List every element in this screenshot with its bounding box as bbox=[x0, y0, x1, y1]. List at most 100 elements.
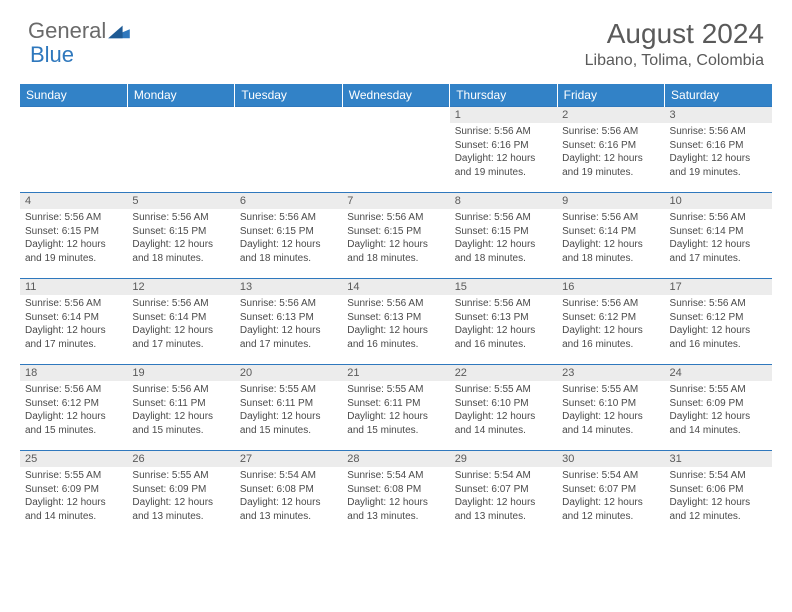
day-details: Sunrise: 5:56 AMSunset: 6:11 PMDaylight:… bbox=[127, 381, 234, 439]
day-number: 2 bbox=[557, 107, 664, 123]
day-number: 19 bbox=[127, 365, 234, 381]
day-number: 24 bbox=[665, 365, 772, 381]
day-details: Sunrise: 5:54 AMSunset: 6:08 PMDaylight:… bbox=[342, 467, 449, 525]
day-details: Sunrise: 5:56 AMSunset: 6:13 PMDaylight:… bbox=[235, 295, 342, 353]
day-details: Sunrise: 5:56 AMSunset: 6:16 PMDaylight:… bbox=[557, 123, 664, 181]
day-number: 7 bbox=[342, 193, 449, 209]
calendar-day-cell: 14Sunrise: 5:56 AMSunset: 6:13 PMDayligh… bbox=[342, 279, 449, 365]
calendar-day-cell: 1Sunrise: 5:56 AMSunset: 6:16 PMDaylight… bbox=[450, 107, 557, 193]
page-header: General August 2024 Libano, Tolima, Colo… bbox=[0, 0, 792, 78]
day-number: 6 bbox=[235, 193, 342, 209]
day-details: Sunrise: 5:55 AMSunset: 6:10 PMDaylight:… bbox=[450, 381, 557, 439]
day-details: Sunrise: 5:56 AMSunset: 6:14 PMDaylight:… bbox=[557, 209, 664, 267]
weekday-header: Friday bbox=[557, 84, 664, 107]
calendar-table: Sunday Monday Tuesday Wednesday Thursday… bbox=[20, 84, 772, 537]
day-number: 30 bbox=[557, 451, 664, 467]
calendar-day-cell: 28Sunrise: 5:54 AMSunset: 6:08 PMDayligh… bbox=[342, 451, 449, 537]
day-details: Sunrise: 5:54 AMSunset: 6:07 PMDaylight:… bbox=[557, 467, 664, 525]
day-details: Sunrise: 5:56 AMSunset: 6:16 PMDaylight:… bbox=[450, 123, 557, 181]
day-number: 27 bbox=[235, 451, 342, 467]
day-number: 1 bbox=[450, 107, 557, 123]
day-details: Sunrise: 5:56 AMSunset: 6:12 PMDaylight:… bbox=[557, 295, 664, 353]
day-details: Sunrise: 5:56 AMSunset: 6:14 PMDaylight:… bbox=[20, 295, 127, 353]
day-details: Sunrise: 5:54 AMSunset: 6:08 PMDaylight:… bbox=[235, 467, 342, 525]
day-number: 25 bbox=[20, 451, 127, 467]
day-number: 13 bbox=[235, 279, 342, 295]
day-number: 16 bbox=[557, 279, 664, 295]
day-details: Sunrise: 5:56 AMSunset: 6:15 PMDaylight:… bbox=[20, 209, 127, 267]
day-number: 22 bbox=[450, 365, 557, 381]
day-number: 8 bbox=[450, 193, 557, 209]
calendar-day-cell: 9Sunrise: 5:56 AMSunset: 6:14 PMDaylight… bbox=[557, 193, 664, 279]
day-details: Sunrise: 5:56 AMSunset: 6:14 PMDaylight:… bbox=[127, 295, 234, 353]
calendar-day-cell: 13Sunrise: 5:56 AMSunset: 6:13 PMDayligh… bbox=[235, 279, 342, 365]
calendar-week-row: 11Sunrise: 5:56 AMSunset: 6:14 PMDayligh… bbox=[20, 279, 772, 365]
calendar-day-cell bbox=[235, 107, 342, 193]
calendar-day-cell: 22Sunrise: 5:55 AMSunset: 6:10 PMDayligh… bbox=[450, 365, 557, 451]
day-number: 9 bbox=[557, 193, 664, 209]
calendar-day-cell: 18Sunrise: 5:56 AMSunset: 6:12 PMDayligh… bbox=[20, 365, 127, 451]
calendar-day-cell: 4Sunrise: 5:56 AMSunset: 6:15 PMDaylight… bbox=[20, 193, 127, 279]
calendar-day-cell: 21Sunrise: 5:55 AMSunset: 6:11 PMDayligh… bbox=[342, 365, 449, 451]
weekday-header: Tuesday bbox=[235, 84, 342, 107]
day-details: Sunrise: 5:56 AMSunset: 6:14 PMDaylight:… bbox=[665, 209, 772, 267]
day-details: Sunrise: 5:56 AMSunset: 6:15 PMDaylight:… bbox=[235, 209, 342, 267]
calendar-day-cell: 20Sunrise: 5:55 AMSunset: 6:11 PMDayligh… bbox=[235, 365, 342, 451]
day-details: Sunrise: 5:55 AMSunset: 6:09 PMDaylight:… bbox=[20, 467, 127, 525]
brand-mark-icon bbox=[108, 22, 130, 40]
calendar-day-cell bbox=[127, 107, 234, 193]
day-number: 28 bbox=[342, 451, 449, 467]
calendar-day-cell: 12Sunrise: 5:56 AMSunset: 6:14 PMDayligh… bbox=[127, 279, 234, 365]
weekday-header: Monday bbox=[127, 84, 234, 107]
day-details: Sunrise: 5:55 AMSunset: 6:11 PMDaylight:… bbox=[342, 381, 449, 439]
calendar-day-cell: 23Sunrise: 5:55 AMSunset: 6:10 PMDayligh… bbox=[557, 365, 664, 451]
day-number: 12 bbox=[127, 279, 234, 295]
calendar-day-cell: 25Sunrise: 5:55 AMSunset: 6:09 PMDayligh… bbox=[20, 451, 127, 537]
day-details: Sunrise: 5:56 AMSunset: 6:12 PMDaylight:… bbox=[665, 295, 772, 353]
month-title: August 2024 bbox=[585, 18, 764, 50]
day-number: 15 bbox=[450, 279, 557, 295]
day-details: Sunrise: 5:55 AMSunset: 6:11 PMDaylight:… bbox=[235, 381, 342, 439]
calendar-day-cell bbox=[342, 107, 449, 193]
calendar-day-cell: 3Sunrise: 5:56 AMSunset: 6:16 PMDaylight… bbox=[665, 107, 772, 193]
calendar-day-cell: 5Sunrise: 5:56 AMSunset: 6:15 PMDaylight… bbox=[127, 193, 234, 279]
day-number: 17 bbox=[665, 279, 772, 295]
day-details: Sunrise: 5:54 AMSunset: 6:07 PMDaylight:… bbox=[450, 467, 557, 525]
day-number: 18 bbox=[20, 365, 127, 381]
weekday-header-row: Sunday Monday Tuesday Wednesday Thursday… bbox=[20, 84, 772, 107]
calendar-day-cell: 8Sunrise: 5:56 AMSunset: 6:15 PMDaylight… bbox=[450, 193, 557, 279]
day-number: 11 bbox=[20, 279, 127, 295]
day-details: Sunrise: 5:56 AMSunset: 6:16 PMDaylight:… bbox=[665, 123, 772, 181]
day-number: 3 bbox=[665, 107, 772, 123]
day-number: 20 bbox=[235, 365, 342, 381]
weekday-header: Wednesday bbox=[342, 84, 449, 107]
day-number: 31 bbox=[665, 451, 772, 467]
day-details: Sunrise: 5:56 AMSunset: 6:15 PMDaylight:… bbox=[450, 209, 557, 267]
day-number: 21 bbox=[342, 365, 449, 381]
day-details: Sunrise: 5:56 AMSunset: 6:12 PMDaylight:… bbox=[20, 381, 127, 439]
day-number: 26 bbox=[127, 451, 234, 467]
calendar-week-row: 1Sunrise: 5:56 AMSunset: 6:16 PMDaylight… bbox=[20, 107, 772, 193]
calendar-day-cell: 2Sunrise: 5:56 AMSunset: 6:16 PMDaylight… bbox=[557, 107, 664, 193]
day-details: Sunrise: 5:55 AMSunset: 6:10 PMDaylight:… bbox=[557, 381, 664, 439]
brand-word-2: Blue bbox=[30, 42, 74, 67]
day-details: Sunrise: 5:56 AMSunset: 6:13 PMDaylight:… bbox=[450, 295, 557, 353]
calendar-day-cell: 26Sunrise: 5:55 AMSunset: 6:09 PMDayligh… bbox=[127, 451, 234, 537]
day-number: 23 bbox=[557, 365, 664, 381]
brand-word-1: General bbox=[28, 18, 106, 44]
calendar-day-cell: 17Sunrise: 5:56 AMSunset: 6:12 PMDayligh… bbox=[665, 279, 772, 365]
day-number: 5 bbox=[127, 193, 234, 209]
title-block: August 2024 Libano, Tolima, Colombia bbox=[585, 18, 764, 70]
calendar-day-cell: 27Sunrise: 5:54 AMSunset: 6:08 PMDayligh… bbox=[235, 451, 342, 537]
calendar-day-cell: 30Sunrise: 5:54 AMSunset: 6:07 PMDayligh… bbox=[557, 451, 664, 537]
day-details: Sunrise: 5:55 AMSunset: 6:09 PMDaylight:… bbox=[127, 467, 234, 525]
day-details: Sunrise: 5:56 AMSunset: 6:15 PMDaylight:… bbox=[342, 209, 449, 267]
day-details: Sunrise: 5:56 AMSunset: 6:13 PMDaylight:… bbox=[342, 295, 449, 353]
weekday-header: Thursday bbox=[450, 84, 557, 107]
day-number: 10 bbox=[665, 193, 772, 209]
calendar-day-cell: 7Sunrise: 5:56 AMSunset: 6:15 PMDaylight… bbox=[342, 193, 449, 279]
calendar-day-cell: 10Sunrise: 5:56 AMSunset: 6:14 PMDayligh… bbox=[665, 193, 772, 279]
weekday-header: Sunday bbox=[20, 84, 127, 107]
calendar-day-cell: 24Sunrise: 5:55 AMSunset: 6:09 PMDayligh… bbox=[665, 365, 772, 451]
calendar-day-cell: 31Sunrise: 5:54 AMSunset: 6:06 PMDayligh… bbox=[665, 451, 772, 537]
